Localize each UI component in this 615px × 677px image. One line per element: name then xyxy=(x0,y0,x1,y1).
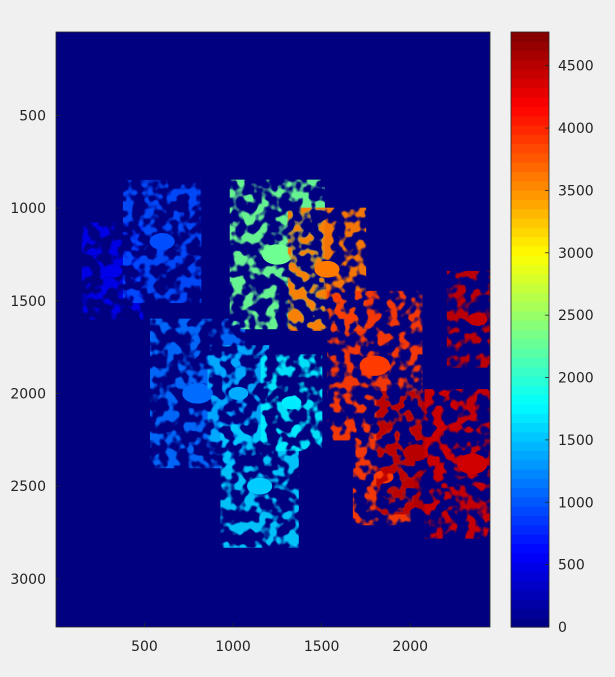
colorbar-band xyxy=(511,227,549,238)
colorbar-band xyxy=(511,106,549,117)
colorbar-band xyxy=(511,524,549,535)
colorbar-band xyxy=(511,162,549,173)
colorbar-band xyxy=(511,97,549,107)
colorbar-tick-label: 3500 xyxy=(558,183,594,199)
colorbar-band xyxy=(511,50,549,61)
data-layer xyxy=(81,179,490,548)
colorbar-band xyxy=(511,459,549,470)
data-region xyxy=(260,354,323,452)
colorbar-band xyxy=(511,385,549,396)
colorbar-frame xyxy=(510,31,550,628)
colorbar-band xyxy=(511,599,549,610)
x-axis: 500 1000 1500 2000 xyxy=(131,623,428,655)
y-tick-label: 500 xyxy=(19,108,46,124)
colorbar-band xyxy=(511,143,549,154)
colorbar-band xyxy=(511,59,549,70)
colorbar-band xyxy=(511,608,549,619)
colorbar-band xyxy=(511,571,549,582)
colorbar-band xyxy=(511,134,549,145)
data-region xyxy=(424,389,490,539)
colorbar-band xyxy=(511,580,549,591)
colorbar-tick-label: 1000 xyxy=(558,495,594,511)
colorbar-band xyxy=(511,264,549,275)
x-tick-label: 1000 xyxy=(215,639,251,655)
colorbar-band xyxy=(511,190,549,200)
colorbar-axis: 0 500 1000 1500 2000 2500 3000 3500 4000 4500 xyxy=(545,59,594,636)
colorbar-band xyxy=(511,171,549,182)
colorbar-band xyxy=(511,441,549,451)
colorbar-band xyxy=(511,236,549,247)
colorbar-tick-label: 0 xyxy=(558,620,567,636)
colorbar-band xyxy=(511,552,549,563)
colorbar-tick-label: 3000 xyxy=(558,246,594,262)
plot-frame xyxy=(55,31,491,628)
colorbar-band xyxy=(511,403,549,414)
colorbar-tick-label: 2000 xyxy=(558,371,594,387)
y-tick-label: 2500 xyxy=(10,479,46,495)
colorbar-band xyxy=(511,32,549,42)
colorbar-band xyxy=(511,431,549,442)
colorbar-band xyxy=(511,338,549,349)
colorbar-band xyxy=(511,543,549,554)
colorbar-band xyxy=(511,320,549,331)
data-region xyxy=(446,270,490,368)
colorbar-tick-label: 2500 xyxy=(558,308,594,324)
colorbar-band xyxy=(511,357,549,368)
colorbar-band xyxy=(511,78,549,89)
y-axis: 500 1000 1500 2000 2500 3000 xyxy=(10,108,60,588)
colorbar-band xyxy=(511,199,549,210)
colorbar-band xyxy=(511,366,549,377)
plot-area: 500 1000 1500 2000 500 1000 1500 2000 2500 3000 xyxy=(10,31,491,655)
colorbar-band xyxy=(511,450,549,461)
colorbar-band xyxy=(511,468,549,479)
y-tick-label: 1500 xyxy=(10,294,46,310)
colorbar-band xyxy=(511,255,549,266)
colorbar-band xyxy=(511,273,549,284)
colorbar-band xyxy=(511,394,549,405)
colorbar-band xyxy=(511,115,549,126)
colorbar-band xyxy=(511,496,549,507)
y-tick-label: 2000 xyxy=(10,386,46,402)
colorbar-band xyxy=(511,617,549,628)
colorbar-gradient xyxy=(511,32,549,628)
colorbar-band xyxy=(511,515,549,526)
y-tick-label: 3000 xyxy=(10,572,46,588)
colorbar-band xyxy=(511,69,549,80)
colorbar-band xyxy=(511,245,549,256)
colorbar-band xyxy=(511,329,549,340)
colorbar-band xyxy=(511,217,549,228)
colorbar-tick-label: 1500 xyxy=(558,433,594,449)
colorbar-band xyxy=(511,375,549,386)
colorbar-band xyxy=(511,283,549,293)
colorbar-band xyxy=(511,487,549,498)
colorbar-band xyxy=(511,124,549,135)
colorbar-band xyxy=(511,589,549,600)
colorbar-tick-label: 500 xyxy=(558,558,585,574)
colorbar-band xyxy=(511,348,549,358)
y-tick-label: 1000 xyxy=(10,201,46,217)
colorbar: 0 500 1000 1500 2000 2500 3000 3500 4000 4500 xyxy=(510,31,594,636)
colorbar-band xyxy=(511,301,549,312)
colorbar-band xyxy=(511,422,549,433)
colorbar-band xyxy=(511,478,549,489)
colorbar-band xyxy=(511,413,549,424)
colorbar-band xyxy=(511,87,549,98)
colorbar-band xyxy=(511,208,549,219)
colorbar-band xyxy=(511,506,549,517)
colorbar-tick-label: 4500 xyxy=(558,59,594,75)
x-tick-label: 500 xyxy=(131,639,158,655)
colorbar-band xyxy=(511,534,549,544)
colorbar-band xyxy=(511,41,549,52)
x-tick-label: 2000 xyxy=(392,639,428,655)
colorbar-tick-label: 4000 xyxy=(558,121,594,137)
colorbar-band xyxy=(511,310,549,321)
x-tick-label: 1500 xyxy=(304,639,340,655)
colorbar-band xyxy=(511,152,549,163)
colorbar-band xyxy=(511,292,549,303)
data-region xyxy=(122,179,202,304)
colorbar-band xyxy=(511,180,549,191)
colorbar-band xyxy=(511,561,549,572)
